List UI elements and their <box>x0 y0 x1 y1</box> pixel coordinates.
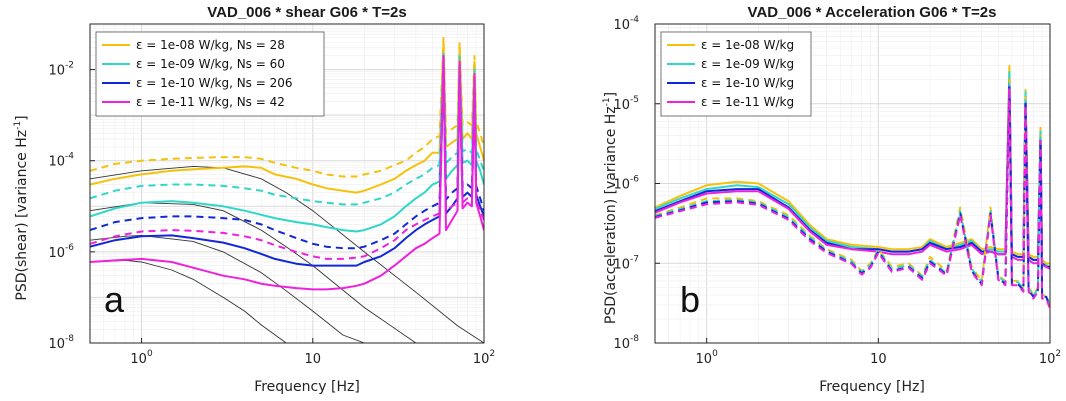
panel-b-legend: ε = 1e-08 W/kg ε = 1e-09 W/kg ε = 1e-10 W/… <box>660 31 812 117</box>
panel-b-series-1e-11-solid <box>655 82 1050 270</box>
panel-b-series-group <box>655 64 1050 309</box>
panel-b-y-tick-label: 10-7 <box>613 254 639 272</box>
panel-a-series-1e-10-dashed <box>90 65 484 250</box>
panel-b-y-tick-label: 10-8 <box>613 334 639 352</box>
panel-a-x-tick-label: 10 <box>304 352 321 367</box>
panel-b-y-axis-label: PSD(acceleration) [variance Hz-1] <box>602 92 619 324</box>
panel-b-series-1e-08-solid <box>655 64 1050 265</box>
panel-b-legend-label: ε = 1e-11 W/kg <box>701 95 794 109</box>
panel-b-acceleration-psd: VAD_006 * Acceleration G06 * T=2s 100 10 1… <box>602 4 1061 395</box>
panel-b-plot-area: 100 10 102 10-8 10-7 10-6 10-5 10-4 ε = 1e-08 W/… <box>613 15 1061 367</box>
panel-b-legend-label: ε = 1e-08 W/kg <box>701 38 794 52</box>
panel-b-y-tick-label: 10-6 <box>613 175 639 193</box>
panel-a-series-1e-10-solid <box>90 68 484 267</box>
panel-a-shear-psd: VAD_006 * shear G06 * T=2s 100 10 10210-81… <box>13 4 495 395</box>
panel-a-legend-label: ε = 1e-11 W/kg, Ns = 42 <box>136 95 285 109</box>
panel-b-series-1e-09-dashed <box>655 82 1050 307</box>
panel-b-legend-label: ε = 1e-10 W/kg <box>701 76 794 90</box>
panel-a-plot-area: 100 10 102 10-8 10-6 10-4 10-2 ε = 1e-08 W/kg, … <box>48 23 495 367</box>
panel-a-legend: ε = 1e-08 W/kg, Ns = 28 ε = 1e-09 W/kg, N… <box>95 31 325 117</box>
panel-a-legend-box <box>95 31 325 117</box>
panel-a-series-group <box>90 36 484 343</box>
panel-a-y-tick-label: 10-6 <box>48 243 74 261</box>
panel-a-letter: a <box>104 279 125 320</box>
panel-a-model-curve-3 <box>90 234 416 343</box>
panel-a-legend-label: ε = 1e-10 W/kg, Ns = 206 <box>136 76 293 90</box>
panel-b-x-tick-label: 10 <box>870 352 887 367</box>
panel-a-series-1e-08-dashed <box>90 36 484 178</box>
panel-a-model-curve-1 <box>90 165 484 343</box>
panel-b-letter: b <box>680 279 700 320</box>
panel-a-legend-label: ε = 1e-08 W/kg, Ns = 28 <box>136 38 285 52</box>
panel-b-x-tick-label: 100 <box>696 349 719 367</box>
panel-a-series-1e-08-solid <box>90 41 484 194</box>
panel-a-model-curve-2 <box>90 202 484 343</box>
panel-a-x-tick-label: 102 <box>473 349 495 367</box>
panel-b-y-tick-label: 10-5 <box>613 95 639 113</box>
panel-a-series-1e-09-solid <box>90 54 484 233</box>
panel-b-series-1e-10-dashed <box>655 84 1050 308</box>
panel-a-x-axis-label: Frequency [Hz] <box>254 379 360 395</box>
panel-b-y-tick-label: 10-4 <box>613 15 639 33</box>
panel-a-title: VAD_006 * shear G06 * T=2s <box>207 4 406 21</box>
panel-b-series-1e-11-dashed <box>655 86 1050 309</box>
panel-a-series-1e-11-solid <box>90 54 484 291</box>
panel-a-y-axis-label: PSD(shear) [variance Hz-1] <box>13 115 30 300</box>
panel-b-title: VAD_006 * Acceleration G06 * T=2s <box>748 4 997 21</box>
panel-a-model-curve-4 <box>90 259 313 343</box>
panel-a-y-tick-label: 10-8 <box>48 334 74 352</box>
panel-a-series-1e-11-dashed <box>90 60 484 260</box>
panel-b-x-axis-label: Frequency [Hz] <box>819 379 925 395</box>
panel-a-y-tick-label: 10-2 <box>48 61 74 79</box>
panel-a-x-tick-label: 100 <box>130 349 153 367</box>
panel-a-series-1e-09-dashed <box>90 50 484 206</box>
panel-a-axes-frame <box>89 23 485 344</box>
panel-a-legend-label: ε = 1e-09 W/kg, Ns = 60 <box>136 57 285 71</box>
panel-a-y-tick-label: 10-4 <box>48 152 74 170</box>
panel-b-legend-label: ε = 1e-09 W/kg <box>701 57 794 71</box>
panel-b-x-tick-label: 102 <box>1039 349 1061 367</box>
